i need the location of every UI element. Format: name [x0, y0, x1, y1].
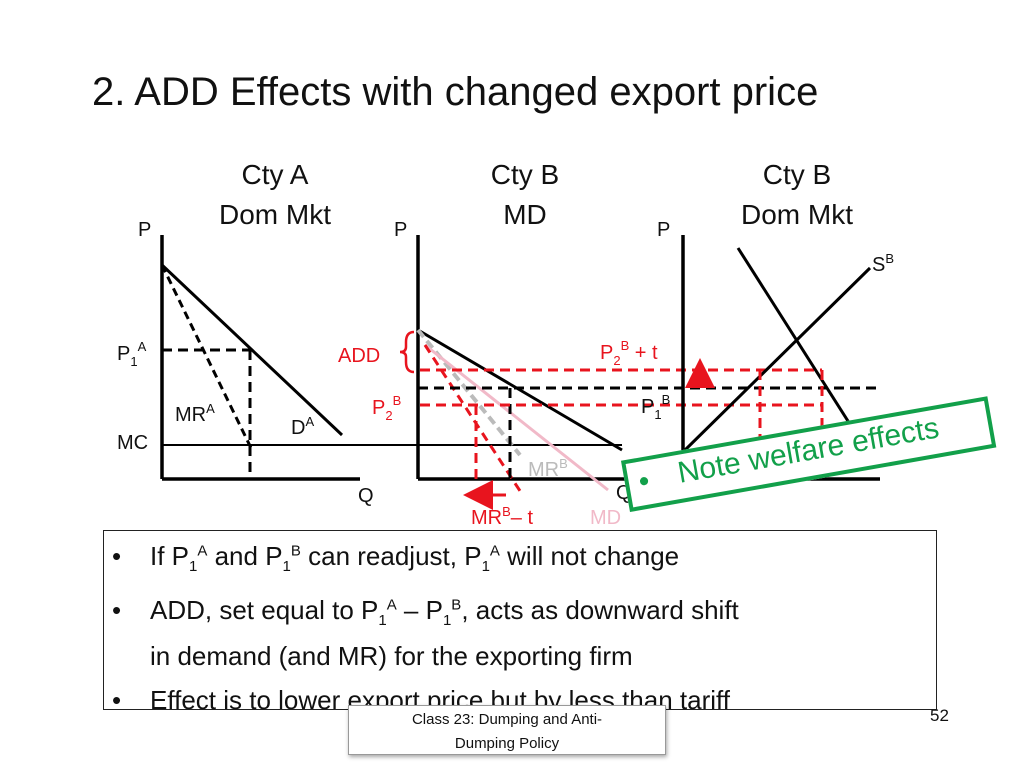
- panel-title-cty-a: Cty A Dom Mkt: [200, 155, 350, 235]
- s-b-label: SB: [872, 251, 894, 276]
- panel-cty-a: [160, 235, 420, 481]
- p1b-label: P1B: [641, 392, 670, 422]
- bullet-text: in demand (and MR) for the exporting fir…: [150, 641, 633, 671]
- panel-title-line: Cty B: [762, 159, 832, 190]
- panel-title-cty-b-dom: Cty B Dom Mkt: [722, 155, 872, 235]
- mr-a-label: MRA: [175, 401, 215, 426]
- footer-line: Dumping Policy: [454, 735, 560, 752]
- d-a-label: DA: [291, 414, 314, 439]
- bullet-icon: •: [112, 685, 122, 715]
- panel-title-cty-b-md: Cty B MD: [455, 155, 595, 235]
- p-axis-label: P: [394, 219, 407, 241]
- p2b-label: P2B: [372, 393, 401, 423]
- slide-title: 2. ADD Effects with changed export price: [92, 70, 819, 114]
- p1a-label: P1A: [117, 339, 147, 369]
- mr-b-minus-t-label: MRB– t: [471, 504, 533, 529]
- mr-b-curve: [416, 328, 522, 457]
- p-axis-label: P: [138, 219, 151, 241]
- demand-curve-a: [160, 263, 344, 437]
- md-shifted-label: MD: [590, 507, 621, 529]
- md-shifted-curve: [424, 343, 609, 492]
- supply-curve-b: [681, 266, 872, 454]
- p-axis-label: P: [657, 219, 670, 241]
- mr-b-minus-t-curve: [423, 344, 524, 495]
- slide-number: 52: [930, 706, 949, 725]
- md-curve: [417, 328, 623, 452]
- slide-footer: Class 23: Dumping and Anti- Dumping Poli…: [348, 705, 666, 755]
- panel-title-line: MD: [503, 199, 547, 230]
- panel-title-line: Dom Mkt: [219, 199, 331, 230]
- panel-cty-b-md: [399, 235, 878, 510]
- mc-label: MC: [117, 432, 148, 454]
- panel-title-line: Cty B: [490, 159, 560, 190]
- bullet-icon: •: [636, 464, 653, 499]
- panel-title-line: Dom Mkt: [741, 199, 853, 230]
- footer-line: Class 23: Dumping and Anti-: [411, 711, 603, 728]
- panel-title-line: Cty A: [241, 159, 309, 190]
- add-brace: [399, 330, 415, 374]
- bullet-text: ADD, set equal to P1A – P1B, acts as dow…: [150, 595, 739, 630]
- bullet-box: • If P1A and P1B can readjust, P1A will …: [103, 530, 937, 715]
- bullet-text: If P1A and P1B can readjust, P1A will no…: [150, 541, 680, 576]
- mr-b-label: MRB: [528, 456, 568, 481]
- bullet-icon: •: [112, 595, 122, 625]
- q-axis-label: Q: [358, 485, 374, 507]
- mr-curve-a: [160, 264, 254, 451]
- p2b-plus-t-label: P2B + t: [600, 338, 658, 368]
- bullet-icon: •: [112, 541, 122, 571]
- add-label: ADD: [338, 345, 380, 367]
